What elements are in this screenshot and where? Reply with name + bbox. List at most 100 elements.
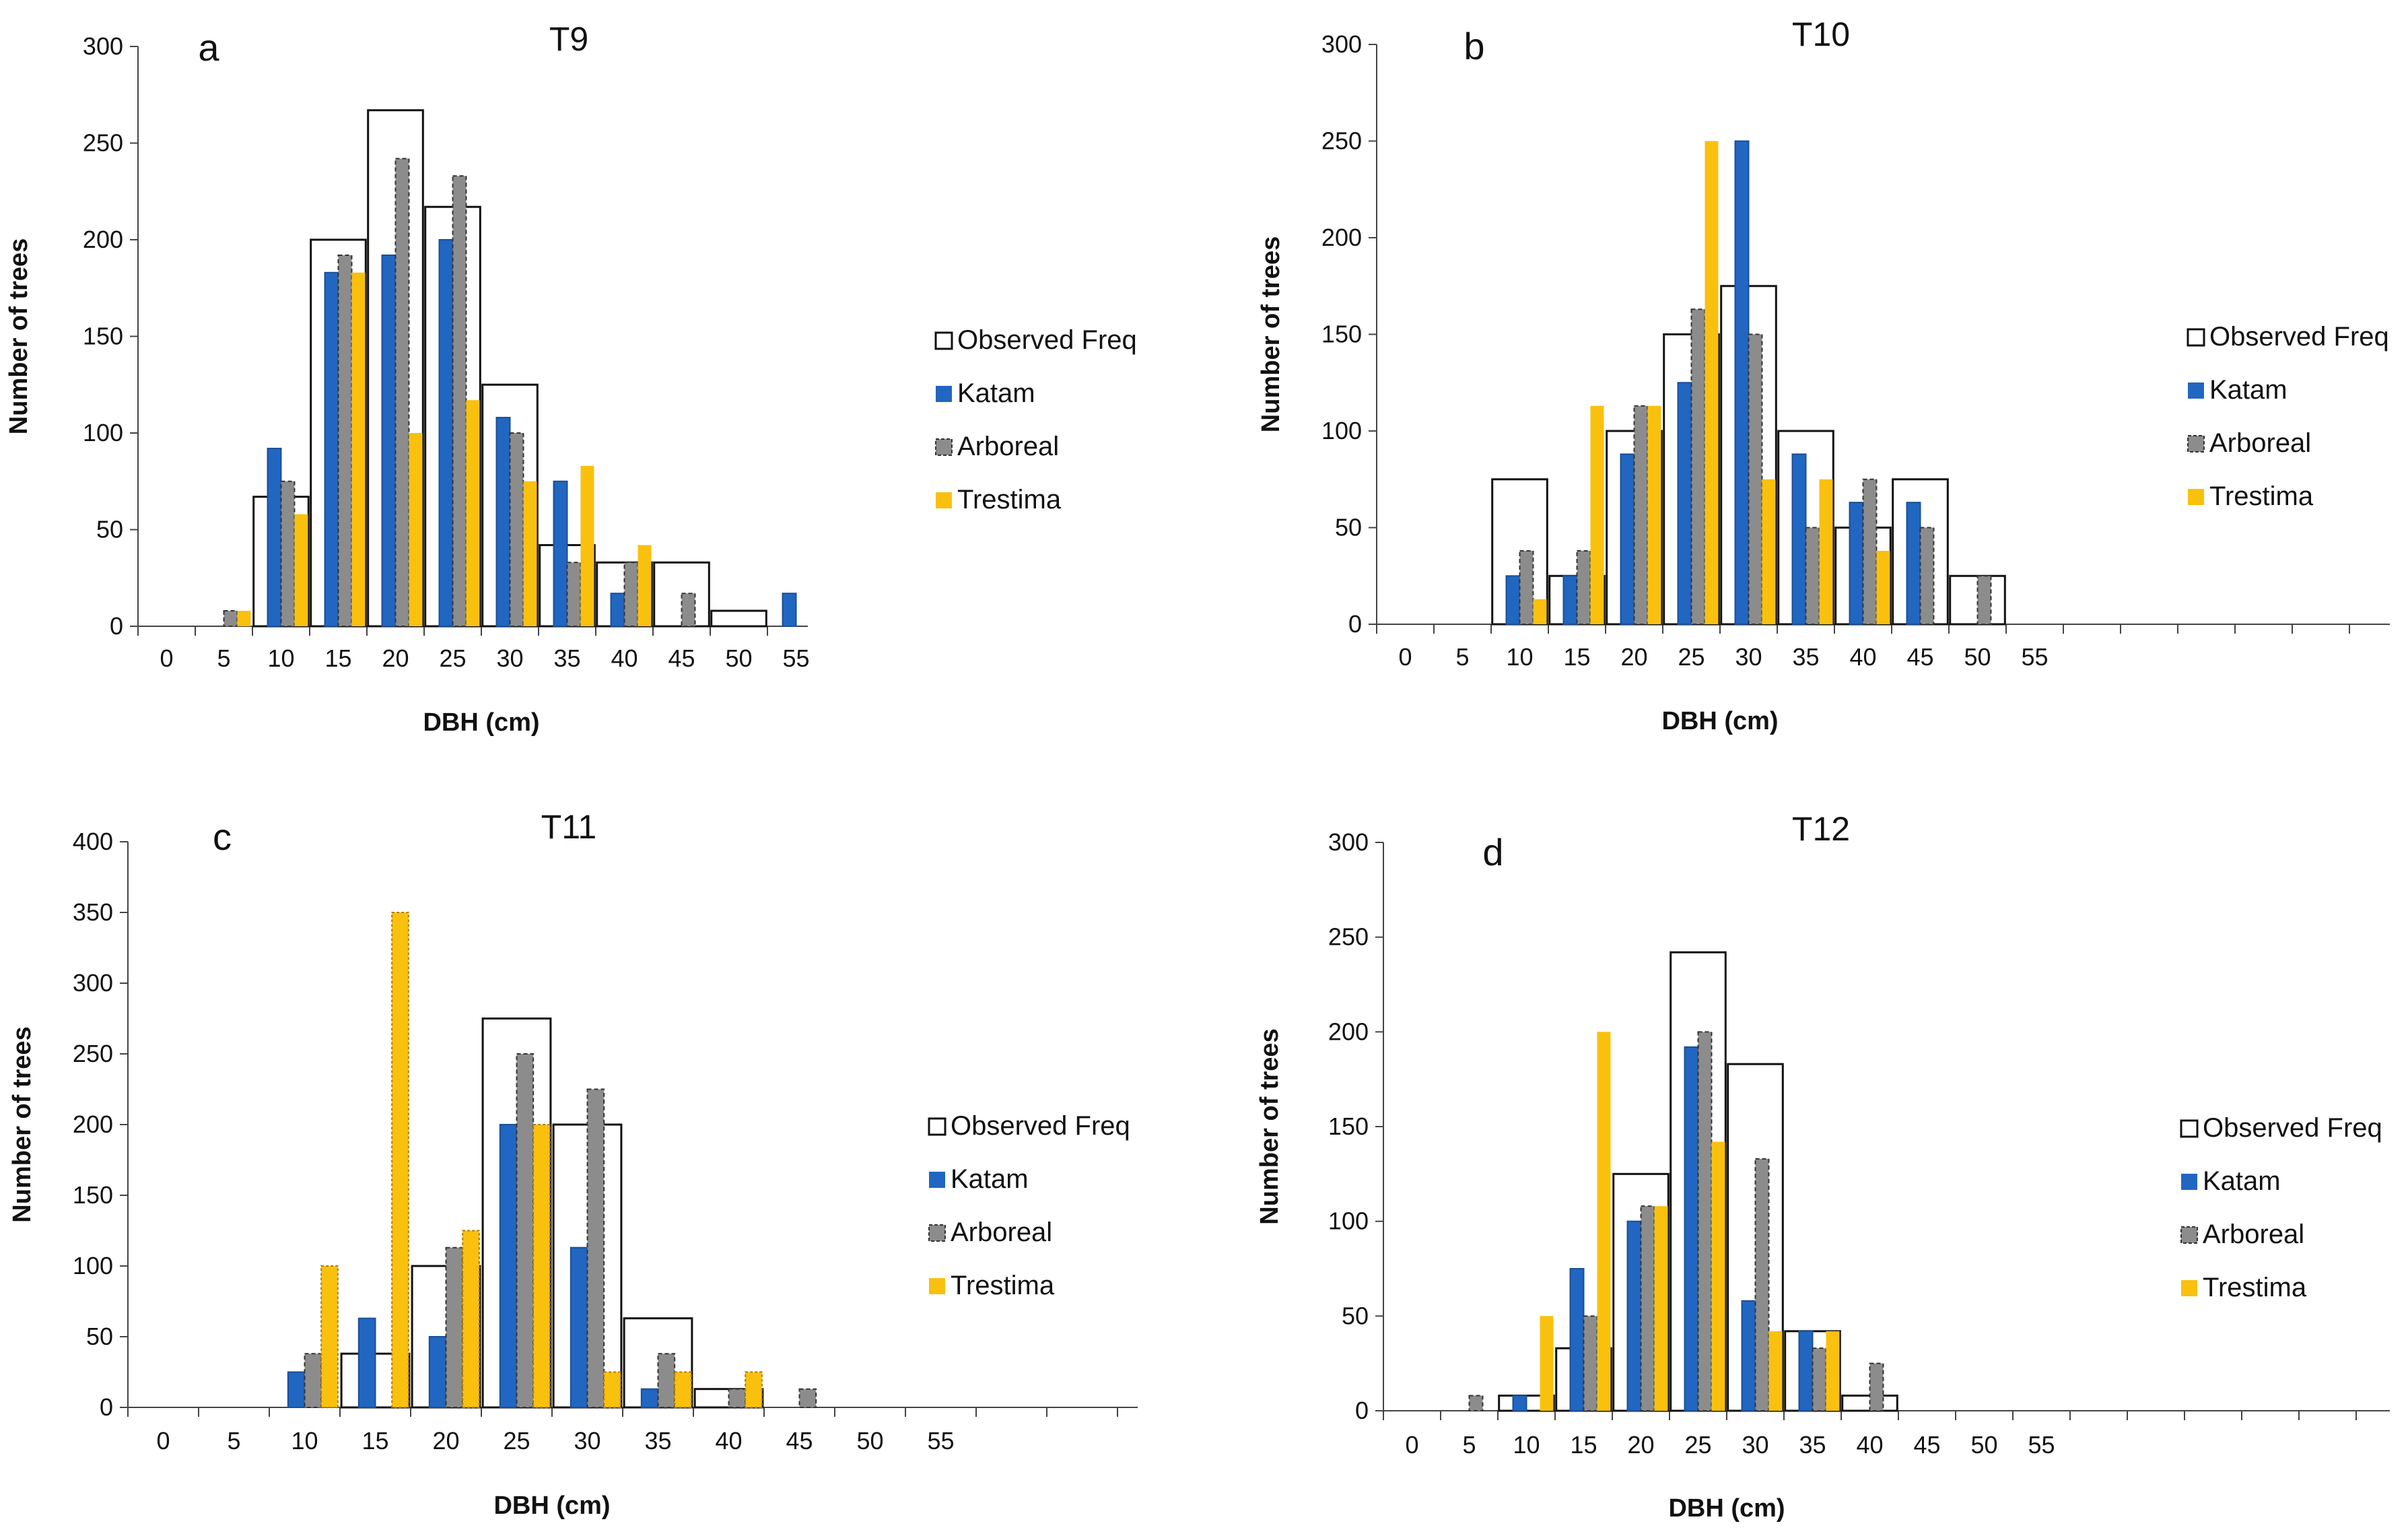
trestima-bar [391, 912, 409, 1408]
trestima-bar [1768, 1331, 1783, 1411]
x-tick-label: 15 [324, 644, 351, 672]
x-tick-label: 30 [574, 1427, 600, 1455]
arboreal-bar [452, 175, 467, 628]
y-tick-label: 150 [83, 323, 123, 350]
y-tick-label: 150 [1321, 321, 1362, 348]
arboreal-bar [1919, 527, 1935, 625]
katam-bar [357, 1317, 376, 1408]
y-tick-label: 300 [1328, 828, 1369, 856]
trestima-bar [603, 1371, 621, 1408]
y-tick-label: 300 [83, 32, 123, 60]
trestima-bar [351, 272, 366, 626]
katam-bar [287, 1371, 306, 1408]
legend-swatch [2188, 382, 2204, 399]
legend-swatch [928, 1224, 946, 1242]
legend-swatch [2180, 1226, 2198, 1244]
y-axis-title: Number of trees [1257, 236, 1285, 432]
arboreal-bar [1748, 333, 1763, 625]
arboreal-bar [1976, 575, 1992, 625]
x-tick-label: 40 [1849, 643, 1876, 671]
legend-swatch [928, 1117, 947, 1136]
katam-bar [1569, 1268, 1585, 1411]
legend-label: Trestima [2209, 481, 2314, 511]
legend-swatch [929, 1278, 945, 1294]
arboreal-bar [566, 562, 582, 627]
x-tick-label: 0 [1398, 643, 1412, 671]
chart-b: 0 50 100 150 200 250 300 0 5 10 15 20 25 30 35 40 45 50 55… [1257, 15, 2390, 735]
panel-letter: c [213, 815, 232, 858]
y-tick-label: 100 [83, 419, 123, 446]
y-tick-label: 0 [1348, 610, 1362, 638]
arboreal-bar [337, 254, 353, 627]
y-tick-label: 150 [73, 1181, 113, 1209]
panel-letter: a [198, 26, 219, 69]
arboreal-bar [681, 593, 696, 628]
x-tick-label: 25 [503, 1427, 530, 1455]
x-tick-label: 30 [1735, 643, 1762, 671]
arboreal-bar [1869, 1362, 1884, 1411]
x-tick-label: 20 [1620, 643, 1647, 671]
x-tick-label: 55 [927, 1427, 954, 1455]
katam-bar [324, 271, 339, 628]
trestima-bar [1597, 1032, 1611, 1411]
katam-bar [1684, 1046, 1699, 1411]
x-tick-label: 50 [1970, 1431, 1997, 1459]
x-tick-label: 25 [1684, 1431, 1711, 1459]
trestima-bar [1711, 1141, 1725, 1411]
x-tick-label: 30 [1742, 1431, 1768, 1459]
x-tick-label: 55 [2028, 1431, 2055, 1459]
y-axis-title: Number of trees [1255, 1028, 1284, 1224]
katam-bar [1512, 1395, 1527, 1412]
x-tick-label: 15 [1570, 1431, 1597, 1459]
chart-title: T10 [1792, 15, 1850, 53]
x-tick-label: 5 [227, 1427, 240, 1455]
x-axis-title: DBH (cm) [1668, 1494, 1785, 1523]
arboreal-bar [1697, 1031, 1713, 1412]
y-tick-label: 100 [1321, 417, 1362, 444]
y-tick-label: 150 [1328, 1112, 1369, 1140]
x-tick-label: 10 [1506, 643, 1533, 671]
x-axis-title: DBH (cm) [423, 708, 539, 737]
katam-bar [782, 593, 797, 628]
arboreal-bar [1640, 1205, 1655, 1412]
katam-bar [381, 254, 397, 627]
x-tick-label: 20 [432, 1427, 459, 1455]
katam-bar [499, 1124, 518, 1408]
chart-title: T12 [1792, 810, 1850, 848]
legend-label: Katam [957, 378, 1035, 408]
chart-a: 0 50 100 150 200 250 300 0 5 10 15 20 25 30 35 40 45 50 55… [5, 20, 1137, 737]
legend-label: Arboreal [957, 432, 1059, 461]
x-tick-label: 20 [382, 644, 409, 672]
arboreal-bar [1805, 527, 1820, 625]
legend-label: Katam [951, 1164, 1029, 1194]
trestima-bar [1819, 479, 1833, 624]
y-tick-label: 250 [1321, 127, 1362, 155]
x-tick-label: 40 [715, 1427, 742, 1455]
trestima-bar [1540, 1316, 1554, 1411]
x-tick-label: 40 [1856, 1431, 1883, 1459]
trestima-bar [1826, 1331, 1840, 1411]
panel-letter: d [1482, 831, 1503, 873]
legend-label: Trestima [951, 1271, 1055, 1300]
katam-bar [1562, 575, 1578, 625]
y-tick-label: 350 [73, 898, 113, 926]
arboreal-bar [1576, 549, 1591, 625]
x-tick-label: 5 [1462, 1431, 1476, 1459]
y-tick-label: 50 [96, 516, 123, 543]
legend-label: Observed Freq [957, 325, 1137, 355]
trestima-bar [523, 481, 537, 626]
x-tick-label: 10 [267, 644, 294, 672]
x-tick-label: 35 [553, 644, 580, 672]
legend: Observed Freq Katam Arboreal Trestima [2187, 322, 2389, 511]
legend-label: Arboreal [2209, 428, 2311, 458]
katam-bar [1505, 575, 1521, 625]
y-axis-title: Number of trees [5, 238, 33, 434]
x-tick-label: 10 [291, 1427, 318, 1455]
trestima-bar [1705, 141, 1719, 624]
x-tick-label: 0 [160, 644, 173, 672]
x-tick-label: 25 [1678, 643, 1705, 671]
x-tick-label: 5 [217, 644, 230, 672]
katam-bar [1849, 502, 1864, 625]
arboreal-bar [509, 432, 524, 627]
x-tick-label: 45 [786, 1427, 813, 1455]
